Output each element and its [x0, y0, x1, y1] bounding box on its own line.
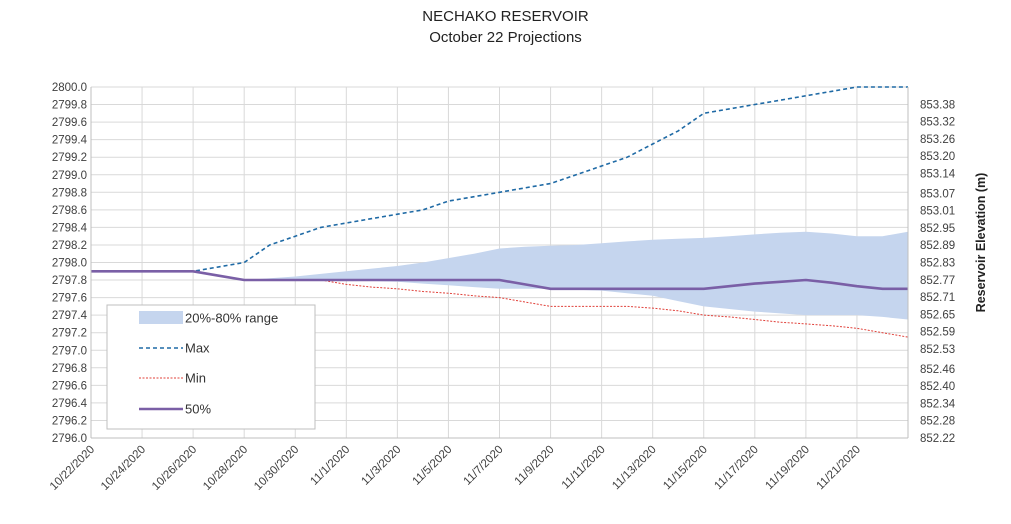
x-tick-label: 11/19/2020	[763, 444, 812, 493]
legend-label: 20%-80% range	[185, 311, 278, 326]
x-tick-label: 10/26/2020	[150, 444, 199, 493]
y2-tick-label: 852.71	[920, 292, 955, 304]
y-tick-label: 2799.0	[52, 170, 87, 182]
y-tick-label: 2799.8	[52, 100, 87, 112]
y-tick-label: 2797.2	[52, 328, 87, 340]
y2-tick-label: 852.59	[920, 327, 955, 339]
chart-title: NECHAKO RESERVOIR	[422, 8, 589, 25]
y-tick-label: 2798.4	[52, 222, 88, 234]
x-tick-label: 10/28/2020	[201, 444, 250, 493]
y-tick-label: 2798.8	[52, 187, 87, 199]
x-tick-label: 11/11/2020	[560, 444, 608, 492]
y-tick-label: 2797.4	[52, 310, 88, 322]
y-tick-label: 2799.6	[52, 117, 87, 129]
median-line	[91, 269, 908, 291]
y2-axis-title: Reservoir Elevation (m)	[974, 173, 988, 313]
y2-tick-label: 852.95	[920, 223, 955, 235]
y-tick-label: 2797.6	[52, 293, 87, 305]
y-tick-label: 2798.0	[52, 258, 87, 270]
x-tick-label: 11/3/2020	[359, 444, 403, 488]
x-tick-label: 11/15/2020	[661, 444, 710, 493]
y2-tick-label: 853.14	[920, 168, 956, 180]
chart-title-block: NECHAKO RESERVOIR October 22 Projections	[0, 6, 1011, 48]
y-tick-label: 2798.2	[52, 240, 87, 252]
legend-label: Max	[185, 341, 210, 356]
y2-tick-label: 853.26	[920, 134, 955, 146]
y2-tick-label: 853.20	[920, 151, 955, 163]
y-tick-label: 2796.2	[52, 415, 87, 427]
x-tick-label: 11/13/2020	[610, 444, 659, 493]
x-tick-label: 11/1/2020	[308, 444, 352, 488]
y2-tick-label: 852.65	[920, 309, 955, 321]
y2-tick-label: 852.77	[920, 275, 955, 287]
chart-subtitle: October 22 Projections	[429, 29, 582, 46]
legend-label: 50%	[185, 402, 211, 417]
y2-tick-label: 852.22	[920, 433, 955, 445]
x-tick-label: 11/17/2020	[712, 444, 761, 493]
y-tick-label: 2796.6	[52, 380, 87, 392]
y-tick-label: 2796.4	[52, 398, 88, 410]
range-band-layer	[91, 231, 908, 320]
x-tick-label: 10/22/2020	[48, 444, 97, 493]
legend-swatch-range	[139, 311, 183, 324]
x-tick-label: 11/21/2020	[814, 444, 863, 493]
legend: 20%-80% range Max Min 50%	[106, 304, 316, 430]
y2-tick-label: 852.46	[920, 364, 955, 376]
y2-tick-label: 852.40	[920, 381, 955, 393]
range-band-20-80	[91, 231, 908, 320]
y2-tick-label: 853.07	[920, 188, 955, 200]
y2-tick-label: 852.83	[920, 258, 955, 270]
y2-tick-label: 853.32	[920, 117, 955, 129]
y-tick-label: 2799.4	[52, 135, 88, 147]
y-tick-label: 2797.0	[52, 345, 87, 357]
y2-tick-label: 852.28	[920, 416, 955, 428]
y-tick-label: 2798.6	[52, 205, 87, 217]
y2-tick-label: 853.38	[920, 99, 955, 111]
y-tick-label: 2800.0	[52, 82, 87, 94]
legend-label: Min	[185, 371, 206, 386]
y-tick-label: 2799.2	[52, 152, 87, 164]
x-tick-label: 10/30/2020	[252, 444, 301, 493]
y2-tick-label: 853.01	[920, 206, 955, 218]
y-tick-label: 2797.8	[52, 275, 87, 287]
x-tick-label: 11/5/2020	[410, 444, 454, 488]
max-line	[91, 86, 908, 273]
y-tick-label: 2796.0	[52, 433, 87, 445]
y-tick-label: 2796.8	[52, 363, 87, 375]
y2-tick-label: 852.34	[920, 398, 956, 410]
x-tick-label: 11/9/2020	[513, 444, 557, 488]
series-lines-layer	[91, 86, 909, 338]
x-tick-label: 10/24/2020	[99, 444, 148, 493]
y2-tick-label: 852.53	[920, 344, 955, 356]
y2-tick-label: 852.89	[920, 240, 955, 252]
x-tick-label: 11/7/2020	[462, 444, 506, 488]
